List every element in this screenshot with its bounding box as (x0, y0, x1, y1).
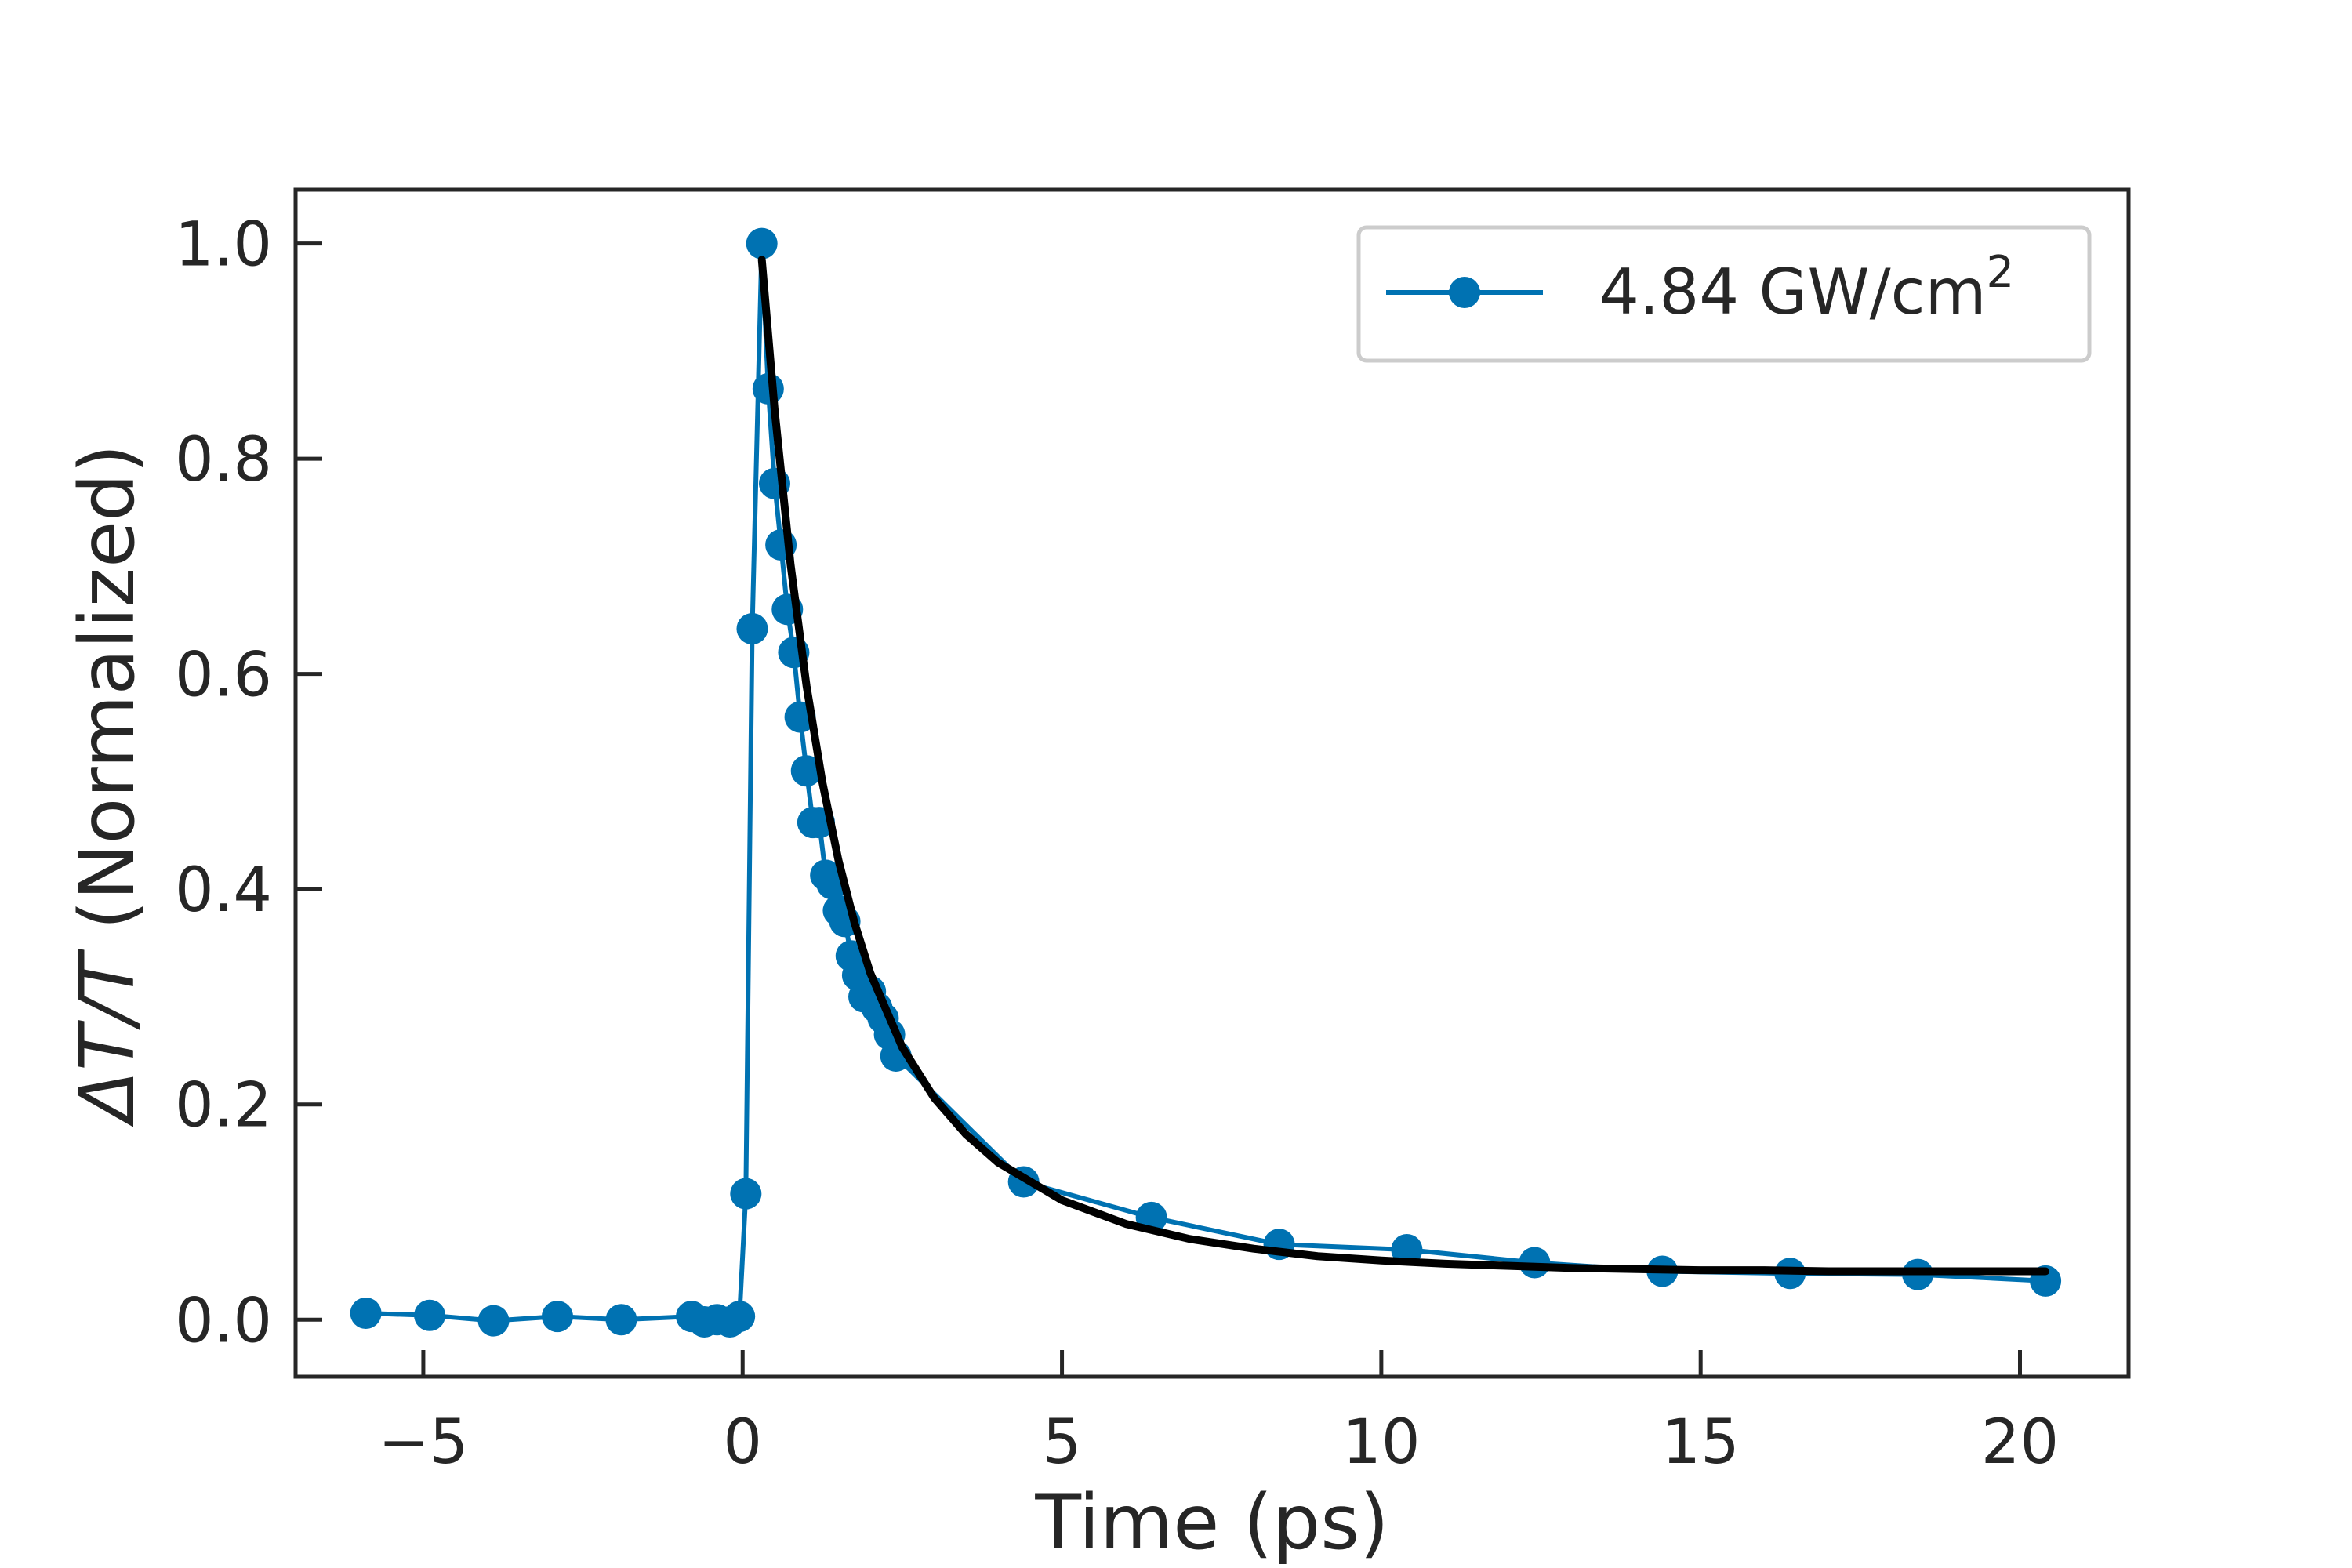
y-tick-label: 1.0 (175, 210, 272, 281)
axis-ticks: −5 0 5 10 15 20 0.0 0.2 0.4 0.6 0.8 1.0 (175, 210, 2059, 1478)
data-point (736, 613, 768, 645)
plot-frame (293, 187, 2131, 1379)
x-tick-label: 15 (1662, 1407, 1740, 1478)
data-point (790, 755, 822, 787)
legend-label-superscript: 2 (1987, 247, 2015, 298)
y-tick-label: 0.2 (175, 1071, 272, 1142)
legend-label: 4.84 GW/cm2 (1599, 247, 2014, 328)
data-point (414, 1299, 446, 1331)
y-tick-label: 0.6 (175, 641, 272, 711)
data-layer (350, 227, 2062, 1338)
data-point (350, 1298, 382, 1330)
y-axis-title-rest: (Normalized) (64, 444, 151, 953)
x-tick-label: 10 (1342, 1407, 1420, 1478)
x-axis-title: Time (ps) (1034, 1479, 1388, 1566)
data-point (542, 1301, 573, 1333)
data-point (477, 1305, 510, 1337)
y-axis-title: ΔT/T (Normalized) (64, 444, 151, 1127)
x-tick-label: 0 (723, 1407, 762, 1478)
y-tick-label: 0.4 (175, 855, 272, 926)
fit-curve (757, 256, 2050, 1276)
x-tick-label: 20 (1981, 1407, 2059, 1478)
legend-label-main: 4.84 GW/cm (1599, 256, 1987, 328)
legend: 4.84 GW/cm2 (1356, 225, 2092, 363)
x-tick-label: −5 (378, 1407, 468, 1478)
data-point (730, 1178, 762, 1210)
x-tick-label: 5 (1043, 1407, 1082, 1478)
data-point (605, 1304, 637, 1336)
y-axis-title-symbol: ΔT/T (64, 949, 151, 1128)
legend-marker-swatch (1449, 277, 1480, 308)
legend-box (1356, 225, 2092, 363)
data-point (746, 227, 778, 260)
y-tick-label: 0.8 (175, 425, 272, 495)
y-tick-label: 0.0 (175, 1286, 272, 1356)
data-point (724, 1301, 756, 1333)
